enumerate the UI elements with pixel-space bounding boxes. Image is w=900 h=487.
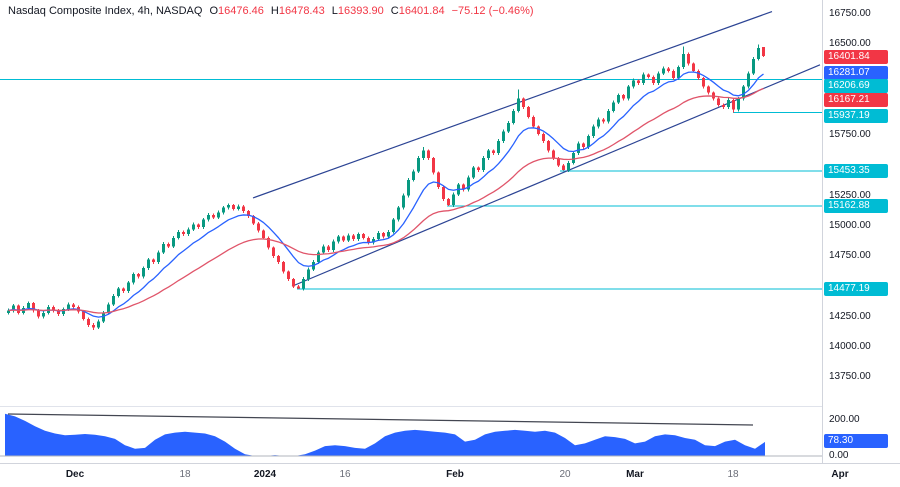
price-axis-label: 15750.00 <box>829 129 871 140</box>
price-axis[interactable]: 16750.00 16500.00 15750.00 15250.00 15000.00… <box>822 0 900 463</box>
ohlc-change: −75.12 (−0.46%) <box>451 5 534 17</box>
ohlc-low-value: 16393.90 <box>337 5 384 17</box>
time-axis-label: 2024 <box>253 469 277 480</box>
horizontal-level-lines <box>0 79 822 290</box>
price-badge: 15162.88 <box>824 199 888 213</box>
time-axis-label: Feb <box>446 469 464 480</box>
price-badge: 16167.21 <box>824 93 888 107</box>
time-axis[interactable]: Dec 18 2024 16 Feb 20 Mar 18 Apr <box>0 463 900 487</box>
time-axis-label: 18 <box>179 469 191 480</box>
ohlc-high-value: 16478.43 <box>278 5 325 17</box>
price-badge: 16401.84 <box>824 50 888 64</box>
price-axis-label: 15250.00 <box>829 189 871 201</box>
pane-separator[interactable] <box>0 406 822 407</box>
ohlc-close-label: C <box>390 5 399 17</box>
price-badge: 15937.19 <box>824 109 888 123</box>
price-axis-label: 16750.00 <box>829 8 871 19</box>
price-axis-label: 15000.00 <box>829 219 871 231</box>
price-badge: 16206.69 <box>824 79 888 93</box>
time-axis-label: Dec <box>65 469 85 480</box>
time-axis-label: Apr <box>831 469 849 480</box>
price-axis-label: 14000.00 <box>829 340 871 352</box>
ma-slow-line <box>8 87 764 314</box>
time-axis-label: Mar <box>626 469 644 480</box>
ma-fast-line <box>8 71 764 318</box>
ohlc-open-value: 16476.46 <box>218 5 264 17</box>
ohlc-close-value: 16401.84 <box>398 5 445 17</box>
price-badge: 14477.19 <box>824 282 888 296</box>
time-axis-label: 18 <box>727 469 739 480</box>
ohlc-open-label: O <box>209 5 218 17</box>
time-axis-label: 20 <box>559 469 571 480</box>
price-axis-label: 16500.00 <box>829 38 871 50</box>
ohlc-high-label: H <box>270 5 279 17</box>
symbol-title: Nasdaq Composite Index, 4h, NASDAQ <box>8 5 203 17</box>
symbol-legend[interactable]: Nasdaq Composite Index, 4h, NASDAQ O16476… <box>8 5 534 17</box>
price-badge: 15453.35 <box>824 164 888 178</box>
price-badge: 16281.07 <box>824 66 888 80</box>
indicator-axis-label: 200.00 <box>829 414 860 425</box>
price-axis-label: 14750.00 <box>829 250 871 261</box>
indicator-trendline <box>7 413 754 426</box>
price-axis-label: 13750.00 <box>829 371 871 382</box>
ohlc-low-label: L <box>331 5 338 17</box>
price-axis-label: 14250.00 <box>829 310 871 322</box>
indicator-axis-label: 0.00 <box>829 450 849 461</box>
candles-layer <box>7 44 765 330</box>
channel-trendlines <box>252 11 821 287</box>
time-axis-label: 16 <box>339 469 351 480</box>
indicator-area <box>5 413 765 456</box>
price-badge: 78.30 <box>824 434 888 448</box>
